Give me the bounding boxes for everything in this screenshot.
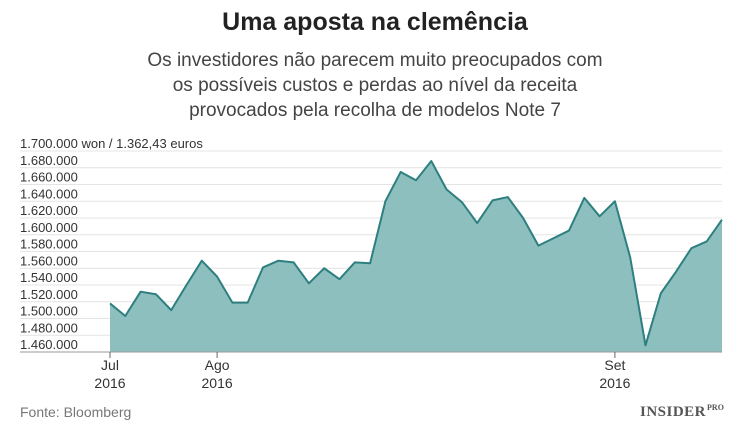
y-tick-label: 1.560.000	[20, 253, 78, 268]
series-line	[109, 160, 723, 347]
y-tick-label: 1.600.000	[20, 220, 78, 235]
y-tick-label: 1.460.000	[20, 337, 78, 352]
x-tick-label-month: Jul	[101, 357, 119, 373]
source-note: Fonte: Bloomberg	[20, 404, 132, 420]
x-tick-label-month: Set	[604, 357, 625, 373]
y-tick-label: 1.700.000 won / 1.362,43 euros	[20, 136, 203, 151]
area-chart: 1.700.000 won / 1.362,43 euros 1.680.000 1…	[20, 136, 723, 391]
y-tick-label: 1.580.000	[20, 237, 78, 252]
x-tick-label-year: 2016	[202, 375, 233, 391]
x-tick-label-year: 2016	[94, 375, 125, 391]
subtitle-line-1: Os investidores não parecem muito preocu…	[147, 50, 603, 71]
y-tick-label: 1.480.000	[20, 320, 78, 335]
y-tick-label: 1.660.000	[20, 170, 78, 185]
subtitle-line-2: os possíveis custos e perdas ao nível da…	[172, 75, 578, 96]
x-tick-label-month: Ago	[205, 357, 230, 373]
brand-name: INSIDER	[640, 404, 707, 420]
x-tick-label-year: 2016	[599, 375, 630, 391]
y-tick-label: 1.540.000	[20, 270, 78, 285]
brand-logo: INSIDERPRO	[640, 403, 724, 421]
y-tick-label: 1.500.000	[20, 304, 78, 319]
y-tick-label: 1.640.000	[20, 186, 78, 201]
y-tick-label: 1.620.000	[20, 203, 78, 218]
y-tick-label: 1.680.000	[20, 153, 78, 168]
chart-subtitle: Os investidores não parecem muito preocu…	[0, 48, 750, 123]
y-tick-label: 1.520.000	[20, 287, 78, 302]
area-fill	[110, 161, 722, 352]
brand-suffix: PRO	[707, 403, 724, 412]
chart-title: Uma aposta na clemência	[222, 8, 528, 36]
subtitle-line-3: provocados pela recolha de modelos Note …	[189, 100, 561, 121]
